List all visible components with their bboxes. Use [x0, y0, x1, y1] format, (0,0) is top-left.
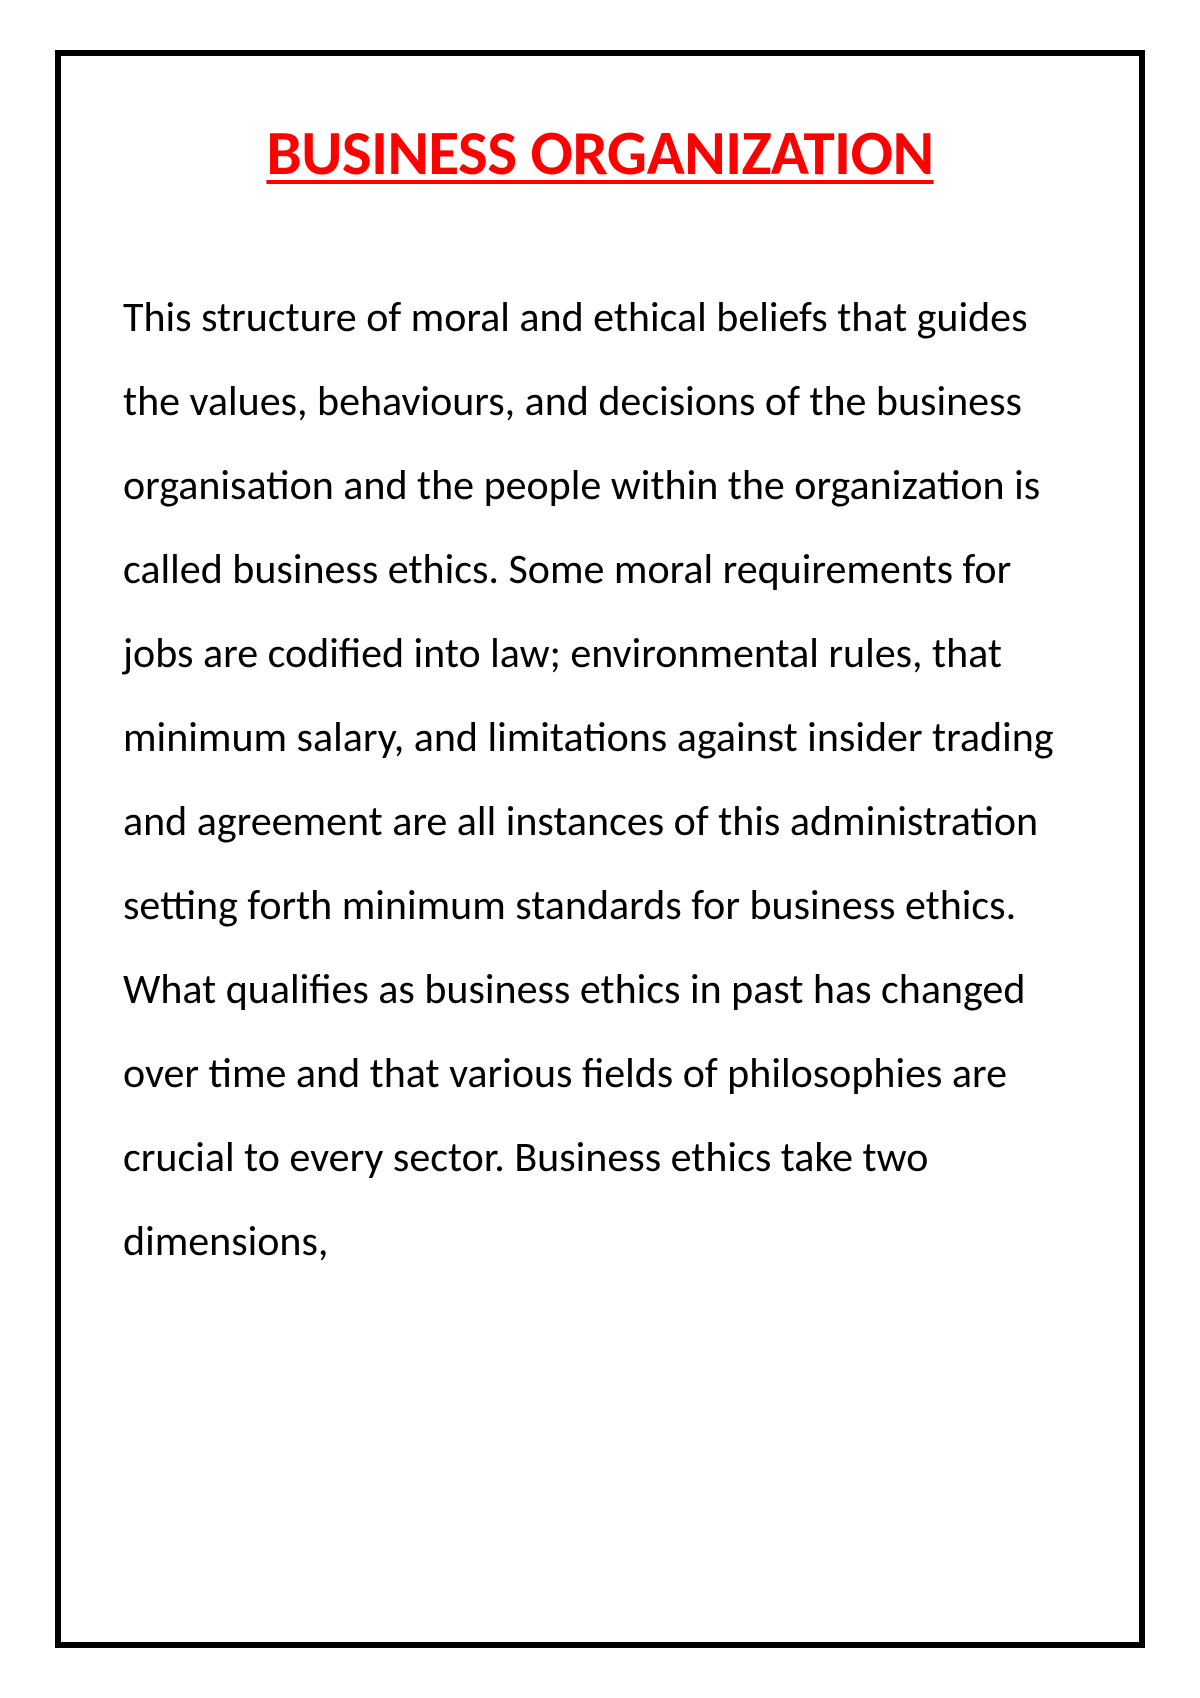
document-content: BUSINESS ORGANIZATION This structure of …	[61, 56, 1139, 1324]
document-title: BUSINESS ORGANIZATION	[121, 114, 1079, 191]
page-border: BUSINESS ORGANIZATION This structure of …	[55, 50, 1145, 1648]
document-body: This structure of moral and ethical beli…	[121, 276, 1079, 1284]
